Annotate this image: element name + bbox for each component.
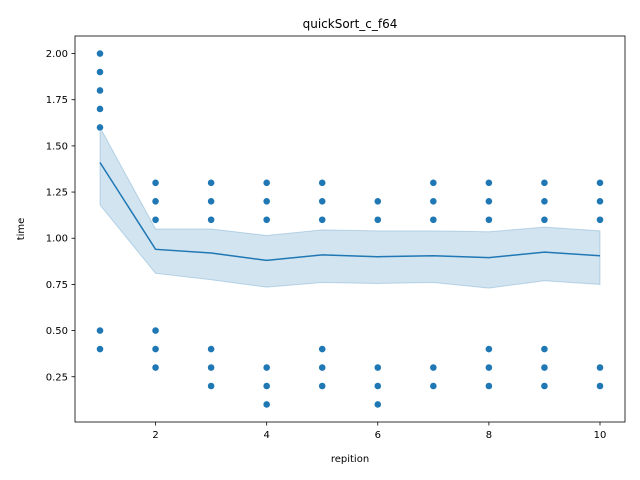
- data-point: [318, 197, 327, 206]
- data-point: [262, 382, 271, 390]
- data-point: [96, 345, 104, 353]
- data-point: [207, 197, 216, 206]
- data-point: [96, 49, 104, 58]
- data-point: [429, 363, 438, 372]
- data-point: [96, 123, 104, 132]
- data-point: [207, 382, 216, 390]
- data-point: [207, 345, 216, 353]
- y-tick-label: 0.50: [46, 326, 68, 337]
- data-point: [318, 178, 327, 187]
- y-tick-label: 0.75: [46, 280, 68, 291]
- data-point: [540, 363, 549, 372]
- data-point: [373, 363, 382, 372]
- data-point: [596, 197, 604, 206]
- axes-layer: 2 4 6 8 10 0.25 0.50 0.75 1.00 1.25 1.50 1.75 2.00: [46, 35, 626, 441]
- y-tick-label: 1.25: [46, 188, 68, 199]
- data-point: [484, 345, 493, 353]
- data-point: [596, 363, 604, 372]
- data-point: [151, 178, 160, 187]
- plot-frame: [74, 35, 626, 423]
- data-point: [484, 178, 493, 187]
- y-tick-label: 1.00: [46, 234, 68, 245]
- data-point: [484, 363, 493, 372]
- data-point: [373, 400, 382, 409]
- data-point: [96, 86, 104, 95]
- x-tick-label: 2: [152, 430, 158, 441]
- y-tick-label: 1.75: [46, 95, 68, 106]
- data-point: [151, 215, 160, 224]
- confidence-band-layer: [99, 127, 601, 289]
- data-point: [151, 326, 160, 335]
- y-tick-label: 1.50: [46, 141, 68, 152]
- data-point: [484, 382, 493, 390]
- data-point: [151, 363, 160, 372]
- x-tick-label: 4: [263, 430, 269, 441]
- data-point: [596, 178, 604, 187]
- x-tick-label: 8: [486, 430, 492, 441]
- y-tick-label: 0.25: [46, 372, 68, 383]
- data-point: [429, 178, 438, 187]
- confidence-band: [99, 127, 601, 289]
- data-point: [318, 382, 327, 390]
- data-point: [96, 326, 104, 335]
- data-point: [262, 215, 271, 224]
- data-point: [318, 215, 327, 224]
- data-point: [373, 197, 382, 206]
- data-point: [429, 382, 438, 390]
- data-point: [262, 400, 271, 409]
- data-point: [373, 382, 382, 390]
- data-point: [484, 215, 493, 224]
- data-point: [373, 215, 382, 224]
- data-point: [318, 345, 327, 353]
- points-layer: [96, 49, 604, 409]
- mean-line: [99, 162, 601, 262]
- data-point: [207, 215, 216, 224]
- data-point: [596, 382, 604, 390]
- data-point: [484, 197, 493, 206]
- mean-line-layer: [99, 162, 601, 262]
- x-tick-label: 10: [594, 430, 607, 441]
- data-point: [262, 178, 271, 187]
- data-point: [540, 178, 549, 187]
- data-point: [96, 105, 104, 113]
- data-point: [151, 197, 160, 206]
- chart-title: quickSort_c_f64: [303, 17, 398, 31]
- data-point: [151, 345, 160, 353]
- data-point: [262, 363, 271, 372]
- data-point: [207, 363, 216, 372]
- data-point: [540, 382, 549, 390]
- data-point: [540, 197, 549, 206]
- x-tick-label: 6: [375, 430, 381, 441]
- data-point: [429, 197, 438, 206]
- data-point: [96, 68, 104, 76]
- data-point: [596, 215, 604, 224]
- data-point: [429, 215, 438, 224]
- data-point: [540, 215, 549, 224]
- y-tick-label: 2.00: [46, 49, 68, 60]
- x-axis-label: repition: [331, 454, 369, 465]
- data-point: [262, 197, 271, 206]
- data-point: [207, 178, 216, 187]
- data-point: [318, 363, 327, 372]
- data-point: [540, 345, 549, 353]
- y-axis-label: time: [16, 218, 27, 241]
